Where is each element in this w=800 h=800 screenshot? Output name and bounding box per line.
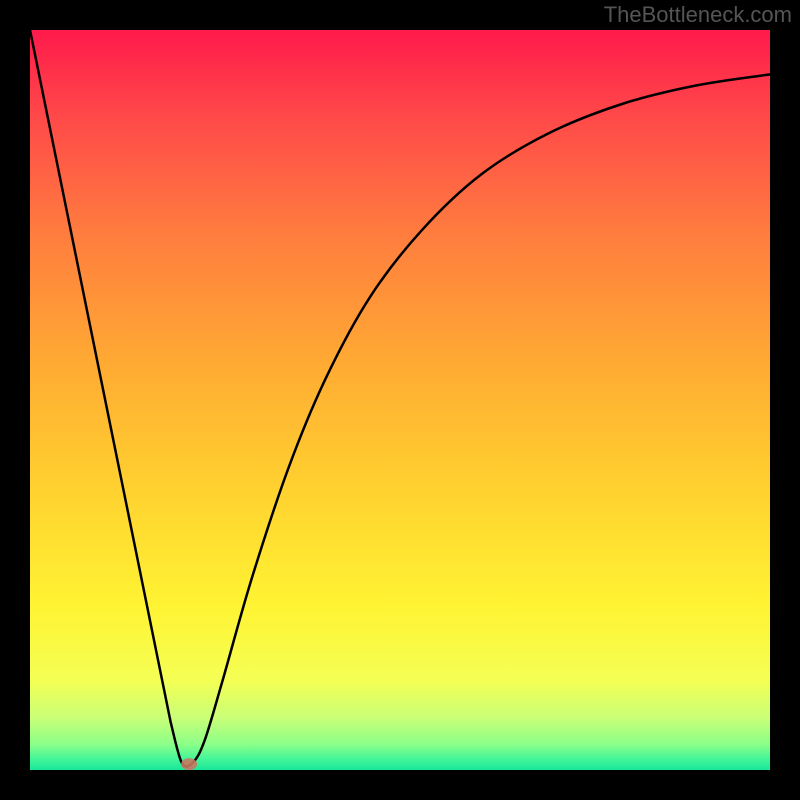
chart-frame: TheBottleneck.com: [0, 0, 800, 800]
minimum-marker: [181, 758, 197, 770]
watermark-text: TheBottleneck.com: [604, 2, 792, 28]
curve-layer: [30, 30, 770, 770]
plot-area: [30, 30, 770, 770]
bottleneck-curve: [30, 30, 770, 767]
